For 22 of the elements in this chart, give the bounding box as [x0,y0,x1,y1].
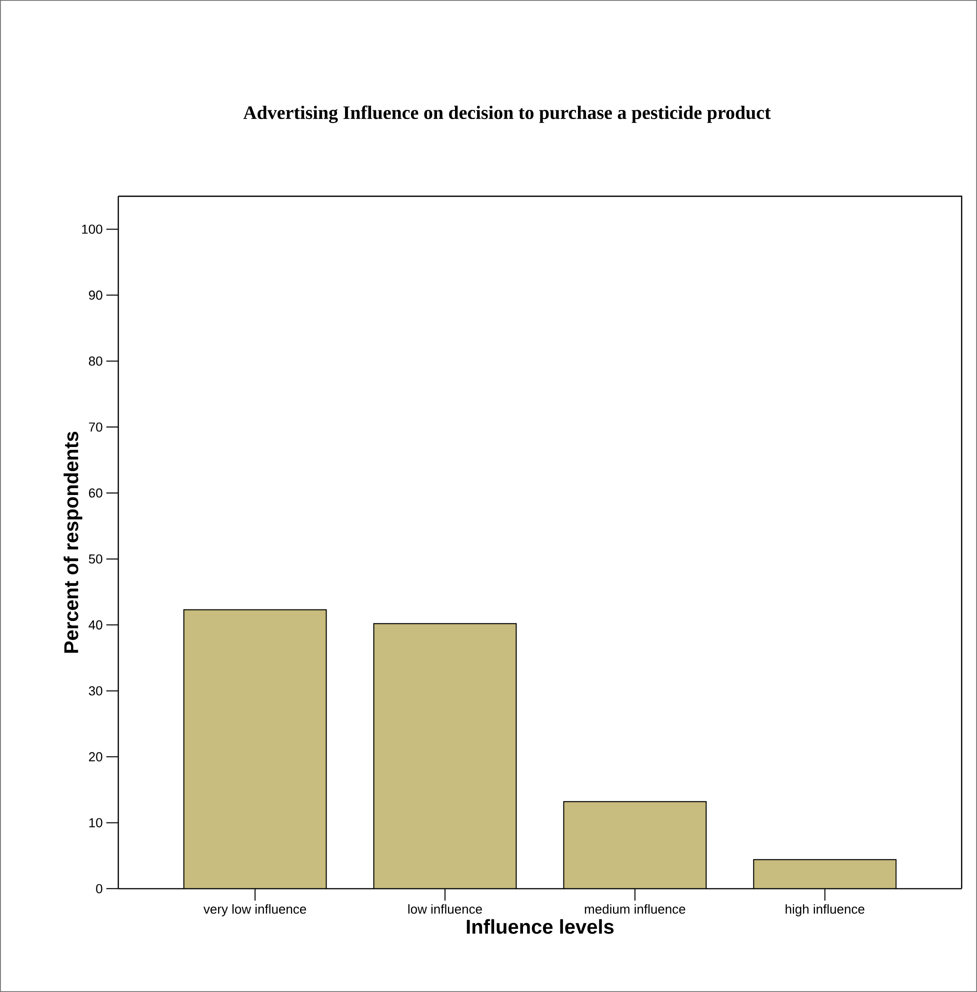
y-tick-label: 100 [82,224,102,234]
y-tick-label: 20 [88,752,102,762]
chart-title: Advertising Influence on decision to purchase a pesticide product [243,106,771,124]
y-tick-label: 0 [96,884,102,894]
x-tick-label: low influence [408,904,482,914]
y-tick-label: 30 [88,686,102,696]
x-axis-title: Influence levels [466,919,614,934]
y-tick-label: 70 [89,422,102,432]
y-tick-label: 90 [88,290,102,300]
y-tick-label: 40 [88,620,102,630]
bar [373,623,517,889]
y-tick-label: 60 [88,488,102,498]
bar [183,609,327,889]
y-tick-label: 10 [89,818,102,828]
x-tick-label: very low influence [203,904,306,916]
x-tick-label: high influence [786,904,864,916]
y-tick-label: 50 [88,554,102,564]
bar [753,859,897,889]
y-axis-title: Percent of respondents [64,432,82,653]
y-tick-label: 80 [88,356,102,366]
bar [563,801,707,889]
x-tick-label: medium influence [584,904,686,914]
